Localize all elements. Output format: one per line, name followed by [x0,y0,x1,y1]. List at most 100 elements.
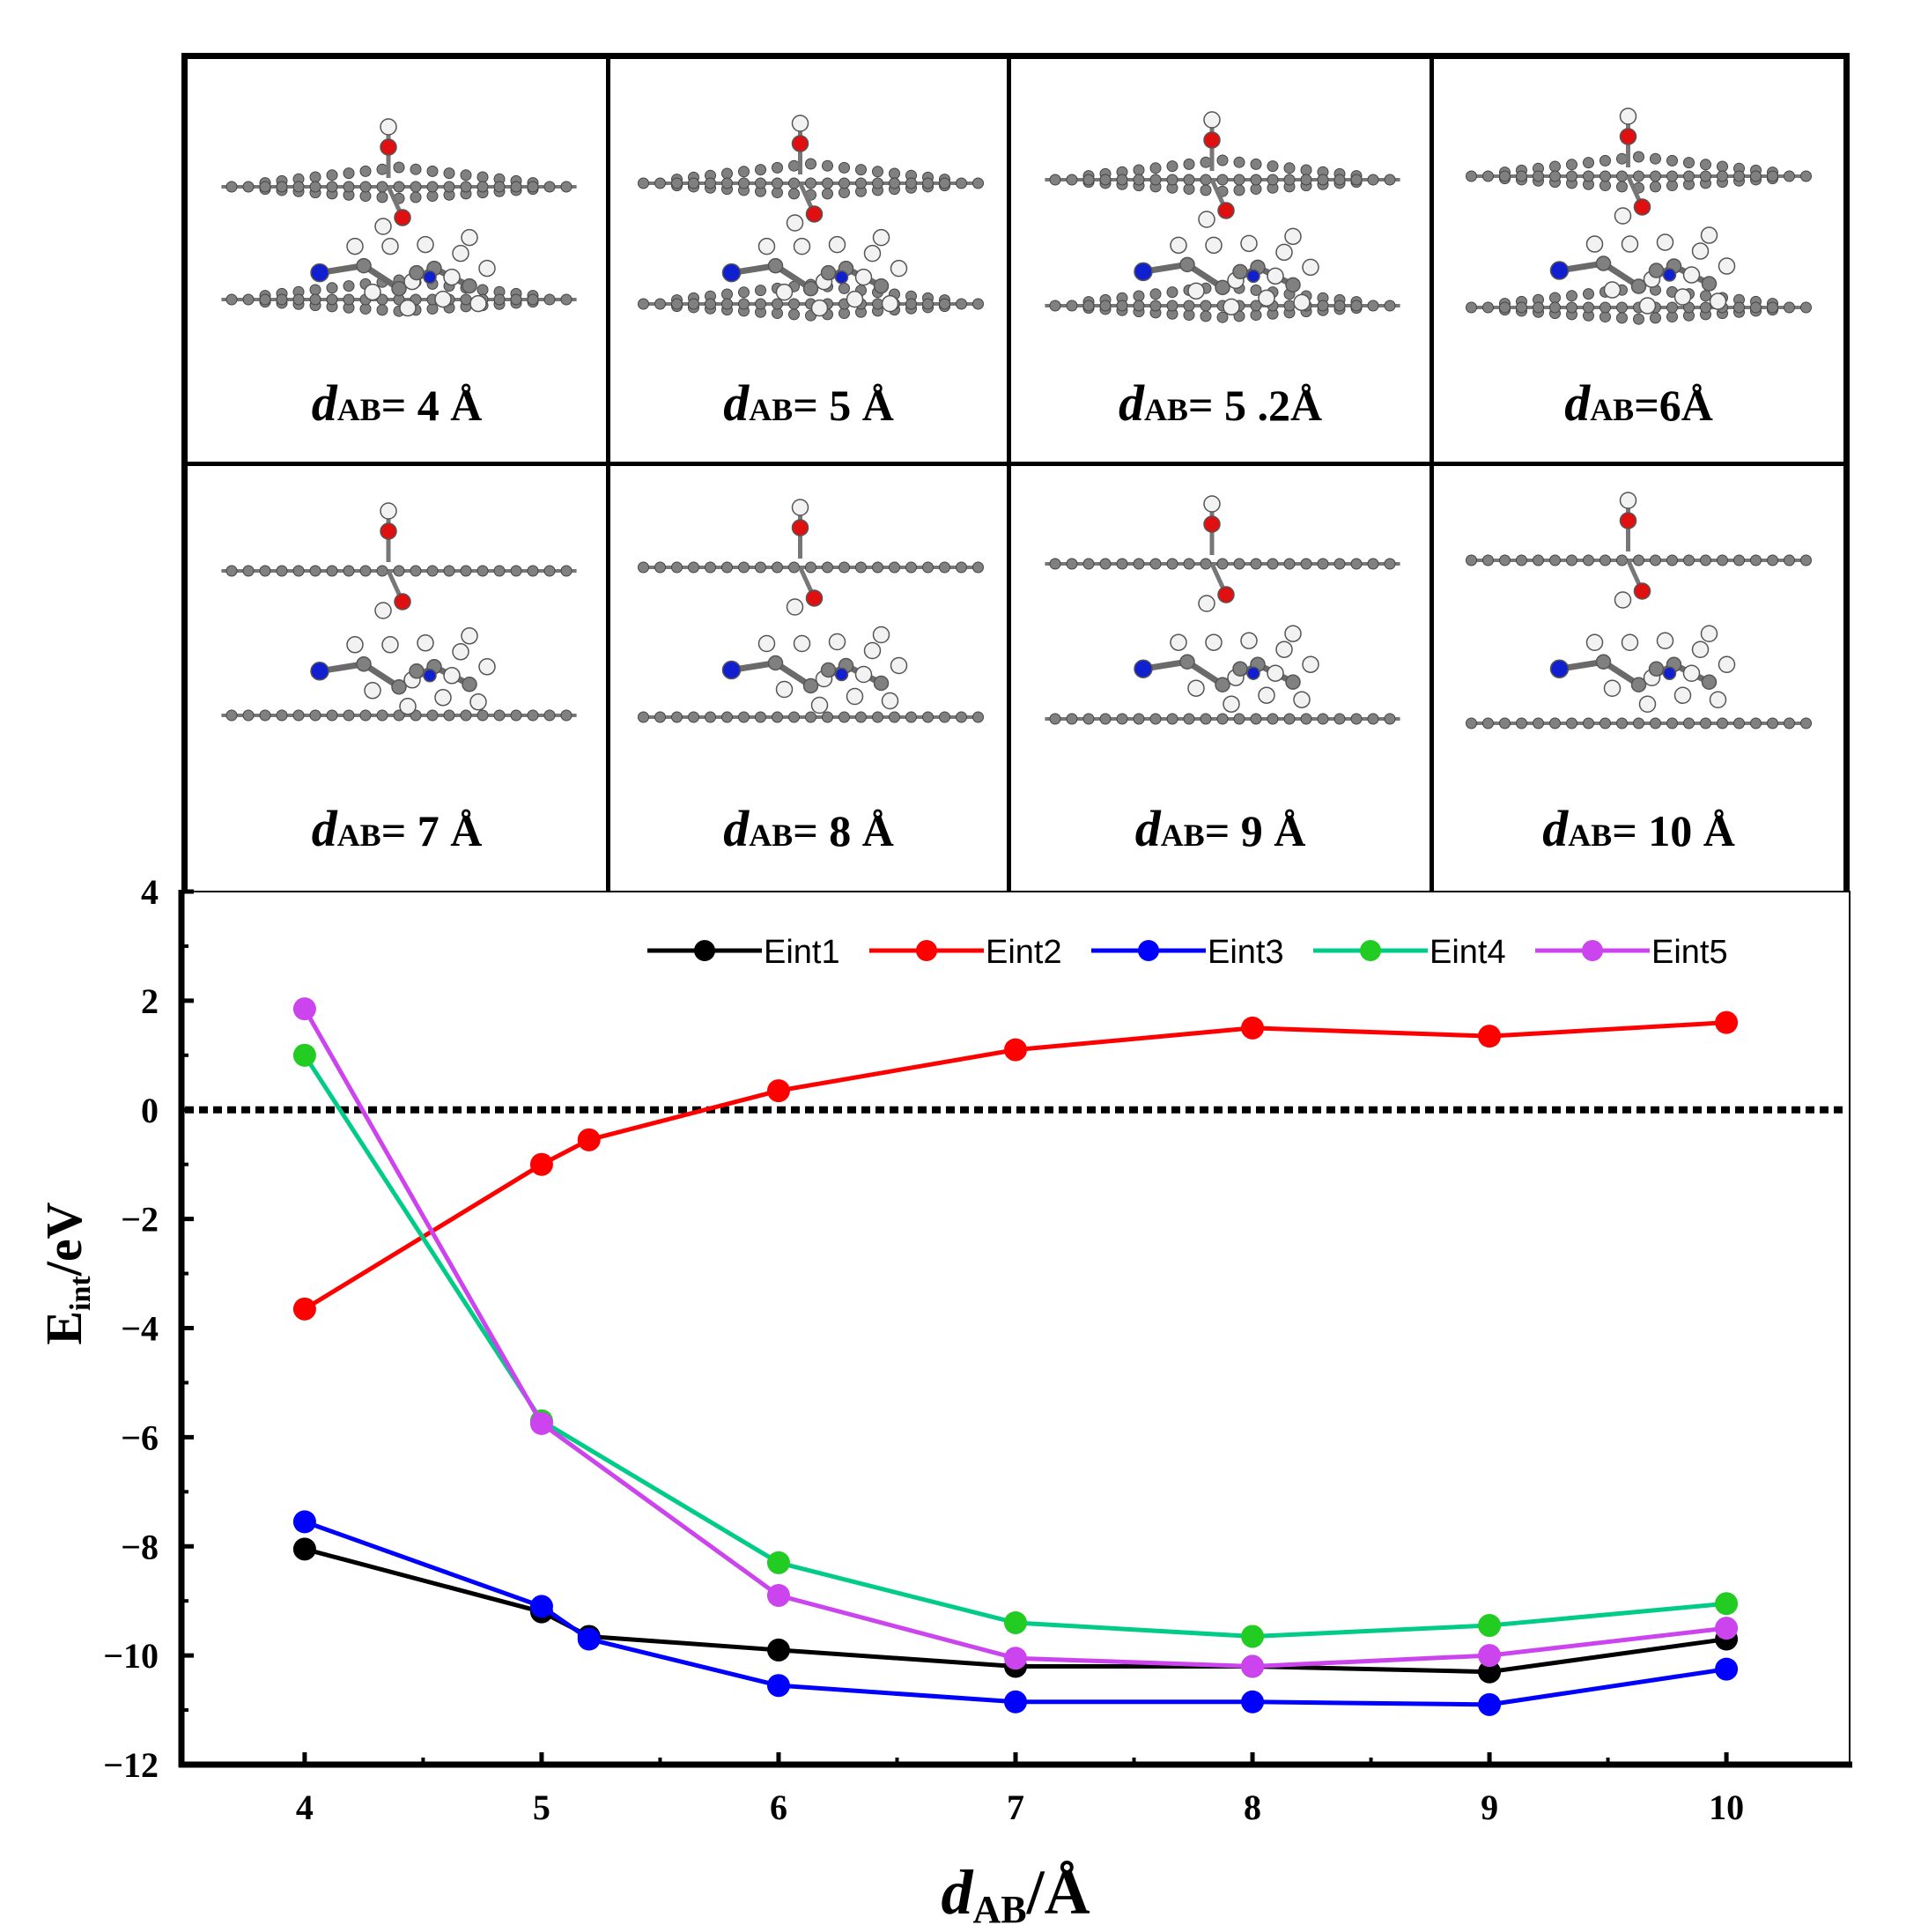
panel-label-value: =6Å [1634,381,1713,430]
carbon-atom [1633,717,1644,729]
carbon-atom [688,561,699,574]
carbon-atom [393,181,405,193]
carbon-atom [1233,558,1245,570]
carbon-atom [527,293,539,306]
carbon-atom [1166,558,1178,570]
hydrogen-atom [810,299,829,317]
oxygen-atom [805,205,824,223]
hydrogen-atom [1585,633,1604,651]
carbon-atom [1800,301,1812,314]
oxygen-atom [1619,512,1637,529]
hydrogen-atom [1267,267,1284,285]
carbon-atom [1700,301,1711,314]
carbon-atom [1717,554,1728,566]
hydrogen-atom [1205,236,1223,255]
carbon-atom [873,675,890,692]
y-tick-label: −12 [103,1745,159,1785]
carbon-atom [1599,717,1611,729]
carbon-atom [1183,558,1195,570]
panel-label-variable: d [723,374,750,432]
carbon-atom [1633,170,1644,182]
carbon-atom [343,280,355,292]
legend-label: Eint1 [764,934,840,971]
carbon-atom [855,177,867,189]
panel-label-variable: d [1564,374,1591,432]
carbon-atom [1099,558,1112,570]
carbon-atom [326,181,338,193]
data-point-eint5 [1004,1647,1027,1670]
data-point-eint5 [292,997,316,1021]
carbon-atom [1750,554,1762,566]
legend-marker [1582,940,1603,961]
hydrogen-atom [793,634,811,653]
carbon-atom [1283,162,1296,174]
carbon-atom [1300,174,1312,186]
carbon-atom [1250,713,1262,725]
carbon-atom [688,298,699,310]
carbon-atom [638,298,649,310]
carbon-atom [1133,713,1145,725]
carbon-atom [1533,301,1544,314]
hydrogen-atom [478,259,496,278]
carbon-atom [805,177,816,189]
oxygen-atom [1217,202,1235,219]
hydrogen-atom [364,682,381,700]
molecule-structure [221,118,577,317]
carbon-atom [1800,170,1812,182]
carbon-atom [460,565,472,577]
carbon-atom [738,561,750,574]
panel-label-variable: d [1134,800,1161,857]
carbon-atom [1533,717,1544,729]
carbon-atom [1616,554,1628,566]
carbon-atom [638,561,649,574]
hydrogen-atom [1700,226,1718,244]
x-tick-label: 4 [296,1788,314,1827]
carbon-atom [805,711,816,723]
data-point-eint2 [1241,1016,1265,1040]
carbon-atom [527,709,539,722]
data-point-eint3 [1715,1657,1739,1681]
nitrogen-atom [1246,666,1260,680]
hydrogen-atom [775,680,794,699]
carbon-atom [309,181,321,193]
carbon-atom [1049,174,1061,186]
carbon-atom [1683,157,1695,169]
structure-panel: dAB= 5 .2Å [1011,59,1434,466]
carbon-atom [788,561,800,574]
carbon-atom [767,655,784,671]
carbon-atom [1250,174,1262,186]
hydrogen-atom [786,214,804,232]
carbon-atom [654,561,666,574]
carbon-atom [1717,170,1728,182]
carbon-atom [1216,311,1229,323]
carbon-atom [225,181,238,193]
x-tick-label: 8 [1244,1788,1261,1827]
carbon-atom [972,561,984,574]
carbon-atom [326,169,338,181]
hydrogen-atom [434,290,452,308]
carbon-atom [276,293,288,306]
oxygen-atom [791,519,809,537]
panel-label-variable: d [1542,800,1569,857]
carbon-atom [1350,713,1363,725]
carbon-atom [543,293,556,306]
carbon-atom [1750,717,1762,729]
oxygen-atom [1633,582,1651,600]
carbon-atom [1516,301,1527,314]
carbon-atom [1650,152,1661,165]
carbon-atom [1232,263,1248,280]
hydrogen-atom [374,218,392,235]
carbon-atom [443,181,455,193]
carbon-atom [259,181,271,193]
panel-label-variable: d [311,800,337,857]
hydrogen-atom [1673,288,1692,306]
carbon-atom [1599,301,1611,314]
carbon-atom [1133,558,1145,570]
carbon-atom [493,293,506,306]
hydrogen-atom [434,689,452,707]
hydrogen-atom [1203,495,1221,513]
carbon-atom [1650,554,1661,566]
hydrogen-atom [1691,640,1710,658]
data-point-eint3 [1004,1690,1027,1714]
